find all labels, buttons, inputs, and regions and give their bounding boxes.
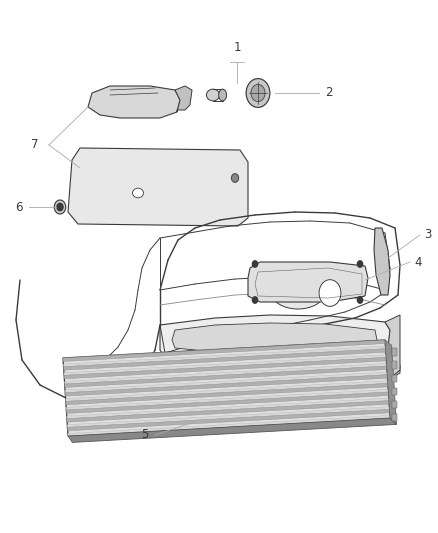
Polygon shape [63,340,390,436]
Polygon shape [65,366,387,387]
Polygon shape [175,86,192,112]
Text: 3: 3 [424,229,432,241]
Ellipse shape [219,89,226,101]
Polygon shape [67,401,389,422]
Text: 1: 1 [233,41,241,54]
Circle shape [232,174,239,182]
Circle shape [57,203,63,211]
Text: 6: 6 [15,200,23,214]
Polygon shape [68,148,248,226]
Text: 4: 4 [414,255,422,269]
Polygon shape [64,346,385,367]
Ellipse shape [272,277,324,309]
Circle shape [319,280,341,306]
Polygon shape [64,355,386,375]
Bar [392,388,397,395]
Text: 2: 2 [325,86,333,100]
Polygon shape [64,357,386,379]
Circle shape [357,261,363,267]
Polygon shape [65,372,387,393]
Polygon shape [385,340,396,424]
Polygon shape [66,383,388,405]
Polygon shape [68,415,390,436]
Polygon shape [67,407,389,427]
Polygon shape [64,364,387,384]
Polygon shape [172,323,378,354]
Polygon shape [67,398,389,418]
Text: 7: 7 [31,139,38,151]
Text: 5: 5 [141,429,148,441]
Polygon shape [63,340,385,361]
Polygon shape [155,355,400,380]
Circle shape [246,78,270,107]
Circle shape [252,261,258,267]
Polygon shape [248,262,368,302]
Polygon shape [67,409,390,431]
Polygon shape [66,381,388,401]
Polygon shape [65,375,388,396]
Circle shape [251,84,265,101]
Circle shape [252,297,258,303]
Polygon shape [66,390,389,410]
Polygon shape [88,86,180,118]
Circle shape [54,200,66,214]
Polygon shape [160,315,390,362]
Polygon shape [64,349,386,370]
Polygon shape [385,315,400,380]
Polygon shape [66,392,389,414]
Bar [392,361,397,369]
Bar [392,414,397,422]
Polygon shape [68,418,396,442]
Ellipse shape [206,89,219,101]
Bar [392,348,397,356]
Circle shape [357,297,363,303]
Bar [392,375,397,382]
Ellipse shape [133,188,144,198]
Polygon shape [374,228,390,295]
Bar [392,401,397,408]
